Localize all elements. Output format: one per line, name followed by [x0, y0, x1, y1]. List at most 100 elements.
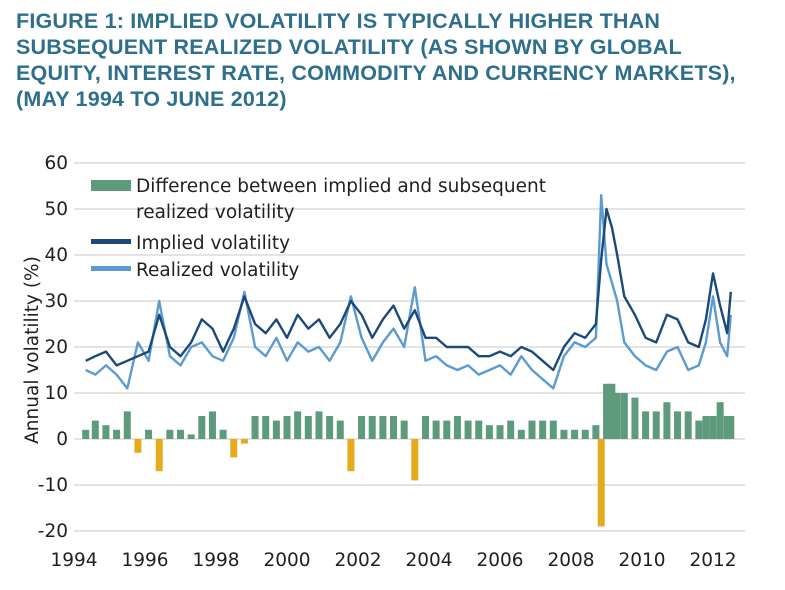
difference-bar	[166, 429, 174, 439]
difference-bar	[652, 411, 660, 439]
difference-bar	[663, 402, 671, 439]
y-tick-label: 0	[56, 429, 68, 450]
y-tick-label: 60	[44, 153, 68, 174]
difference-bar	[684, 411, 692, 439]
difference-bar	[262, 416, 270, 439]
difference-bar	[177, 429, 185, 439]
difference-bar	[187, 434, 195, 439]
y-tick-label: 30	[44, 291, 68, 312]
difference-bar	[560, 429, 568, 439]
figure-title: FIGURE 1: IMPLIED VOLATILITY IS TYPICALL…	[16, 8, 776, 112]
x-tick-label: 2008	[547, 550, 594, 571]
difference-bar	[608, 383, 616, 439]
difference-bar	[674, 411, 682, 439]
title-line: SUBSEQUENT REALIZED VOLATILITY (AS SHOWN…	[16, 35, 682, 59]
difference-bar	[603, 383, 611, 439]
realized-volatility-line	[85, 193, 732, 390]
difference-bar	[549, 420, 557, 439]
x-tick-label: 2010	[618, 550, 665, 571]
difference-bar	[358, 416, 366, 439]
difference-bar	[539, 420, 547, 439]
difference-bar	[453, 416, 461, 439]
difference-bar	[702, 416, 710, 439]
legend-label-difference-line1: Difference between implied and subsequen…	[136, 176, 546, 197]
difference-bar	[113, 429, 121, 439]
difference-bar	[581, 429, 589, 439]
y-tick-label: -20	[38, 521, 68, 542]
difference-bar	[464, 420, 472, 439]
difference-bar	[716, 402, 724, 439]
difference-bar	[315, 411, 323, 439]
difference-bar	[102, 425, 110, 439]
x-tick-label: 2004	[405, 550, 452, 571]
difference-bar	[709, 416, 717, 439]
difference-bar	[443, 420, 451, 439]
legend-swatch-implied	[91, 239, 131, 244]
difference-bar	[390, 416, 398, 439]
y-tick-label: 40	[44, 245, 68, 266]
x-tick-label: 1998	[192, 550, 239, 571]
difference-bar	[91, 420, 99, 439]
x-tick-label: 1994	[50, 550, 97, 571]
difference-bars	[82, 383, 735, 527]
difference-bar	[134, 439, 142, 453]
x-tick-label: 2012	[690, 550, 737, 571]
difference-bar	[82, 429, 90, 439]
x-tick-label: 2006	[476, 550, 523, 571]
difference-bar	[198, 416, 206, 439]
difference-bar	[251, 416, 259, 439]
difference-bar	[631, 397, 639, 439]
difference-bar	[283, 416, 291, 439]
difference-bar	[613, 393, 621, 439]
difference-bar	[571, 429, 579, 439]
x-tick-label: 2002	[334, 550, 381, 571]
difference-bar	[304, 416, 312, 439]
difference-bar	[123, 411, 131, 439]
difference-bar	[432, 420, 440, 439]
difference-bar	[326, 416, 334, 439]
legend-swatch-difference	[91, 180, 131, 191]
difference-bar	[155, 439, 163, 472]
volatility-lines	[85, 193, 732, 390]
difference-bar	[272, 420, 280, 439]
difference-bar	[695, 420, 703, 439]
difference-bar	[592, 425, 600, 439]
difference-bar	[421, 416, 429, 439]
difference-bar	[507, 420, 515, 439]
implied-volatility-line	[85, 207, 732, 372]
difference-bar	[240, 439, 248, 444]
difference-bar	[219, 429, 227, 439]
difference-bar	[496, 425, 504, 439]
legend-label-difference-line2: realized volatility	[136, 202, 295, 223]
difference-bar	[294, 411, 302, 439]
difference-bar	[723, 416, 731, 439]
difference-bar	[517, 429, 525, 439]
title-line: (MAY 1994 TO JUNE 2012)	[16, 87, 287, 111]
gridlines	[74, 162, 745, 532]
difference-bar	[727, 416, 735, 439]
y-tick-label: 50	[44, 199, 68, 220]
difference-bar	[411, 439, 419, 481]
difference-bar	[336, 420, 344, 439]
difference-bar	[145, 429, 153, 439]
difference-bar	[642, 411, 650, 439]
y-tick-label: -10	[38, 475, 68, 496]
difference-bar	[475, 420, 483, 439]
legend-label-realized: Realized volatility	[136, 260, 299, 281]
x-tick-label: 2000	[263, 550, 310, 571]
difference-bar	[485, 425, 493, 439]
y-axis-ticks: 60 50 40 30 20 10 0 -10 -20	[38, 153, 68, 542]
x-axis-ticks: 1994 1996 1998 2000 2002 2004 2006 2008 2010 2012	[50, 550, 736, 571]
title-line: FIGURE 1: IMPLIED VOLATILITY IS TYPICALL…	[16, 9, 661, 33]
difference-bar	[208, 411, 216, 439]
y-axis-label: Annual volatility (%)	[22, 256, 43, 444]
y-tick-label: 20	[44, 337, 68, 358]
legend-label-implied: Implied volatility	[136, 233, 290, 254]
y-tick-label: 10	[44, 383, 68, 404]
difference-bar	[368, 416, 376, 439]
difference-bar	[620, 393, 628, 439]
x-tick-label: 1996	[121, 550, 168, 571]
difference-bar	[230, 439, 238, 458]
difference-bar	[400, 420, 408, 439]
